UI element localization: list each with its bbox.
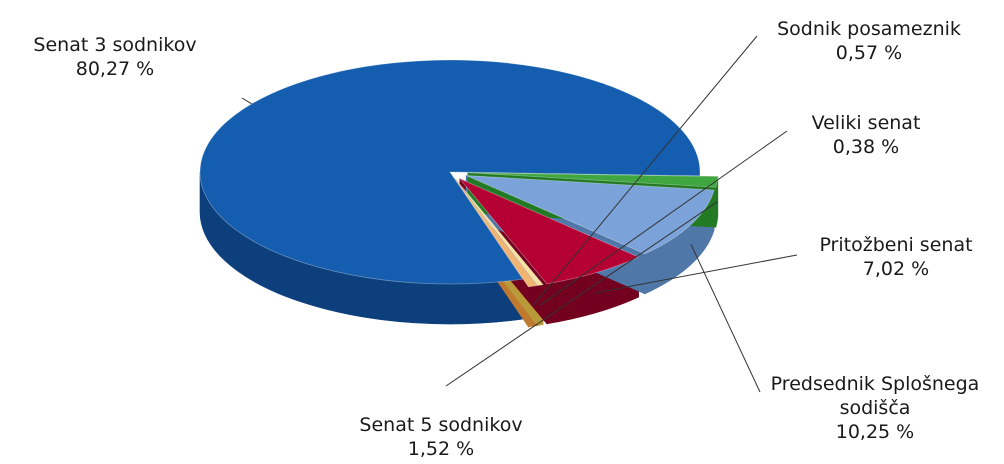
label-name: Senat 5 sodnikov — [359, 414, 523, 436]
label-name: Pritožbeni senat — [819, 234, 973, 256]
leader-senat-5-sodnikov — [445, 201, 718, 387]
label-pritozbeni-senat: Pritožbeni senat 7,02 % — [796, 233, 996, 281]
label-value: 80,27 % — [75, 58, 155, 80]
slice-sodnik-posameznik — [455, 179, 538, 288]
label-value: 7,02 % — [862, 258, 930, 280]
label-value: 1,52 % — [407, 438, 475, 460]
leader-senat-3-sodnikov — [241, 97, 252, 105]
slice-veliki-senat — [455, 179, 544, 286]
slice-predsednik-splosnega-sodisca — [466, 175, 715, 255]
leader-predsednik-splosnega-sodisca — [690, 244, 761, 393]
slice-senat-3-sodnikov — [199, 59, 701, 285]
label-value: 0,38 % — [832, 136, 900, 158]
leader-veliki-senat — [539, 130, 788, 306]
label-senat-3-sodnikov: Senat 3 sodnikov 80,27 % — [4, 33, 226, 81]
label-predsednik-splosnega-sodisca: Predsednik Splošnega sodišča 10,25 % — [752, 372, 998, 444]
slice-pritozbeni-senat — [459, 178, 640, 285]
label-name: Sodnik posameznik — [777, 18, 961, 40]
label-name: Senat 3 sodnikov — [33, 34, 197, 56]
label-name: Predsednik Splošnega sodišča — [770, 373, 980, 419]
label-veliki-senat: Veliki senat 0,38 % — [786, 111, 946, 159]
label-name: Veliki senat — [811, 112, 921, 134]
leader-pritozbeni-senat — [595, 254, 798, 294]
slice-tops — [199, 59, 719, 288]
slice-senat-5-sodnikov — [467, 172, 719, 188]
leader-lines — [241, 35, 798, 393]
leader-sodnik-posameznik — [532, 35, 758, 307]
label-value: 0,57 % — [835, 42, 903, 64]
label-senat-5-sodnikov: Senat 5 sodnikov 1,52 % — [330, 413, 552, 461]
label-value: 10,25 % — [835, 421, 915, 443]
label-sodnik-posameznik: Sodnik posameznik 0,57 % — [754, 17, 984, 65]
